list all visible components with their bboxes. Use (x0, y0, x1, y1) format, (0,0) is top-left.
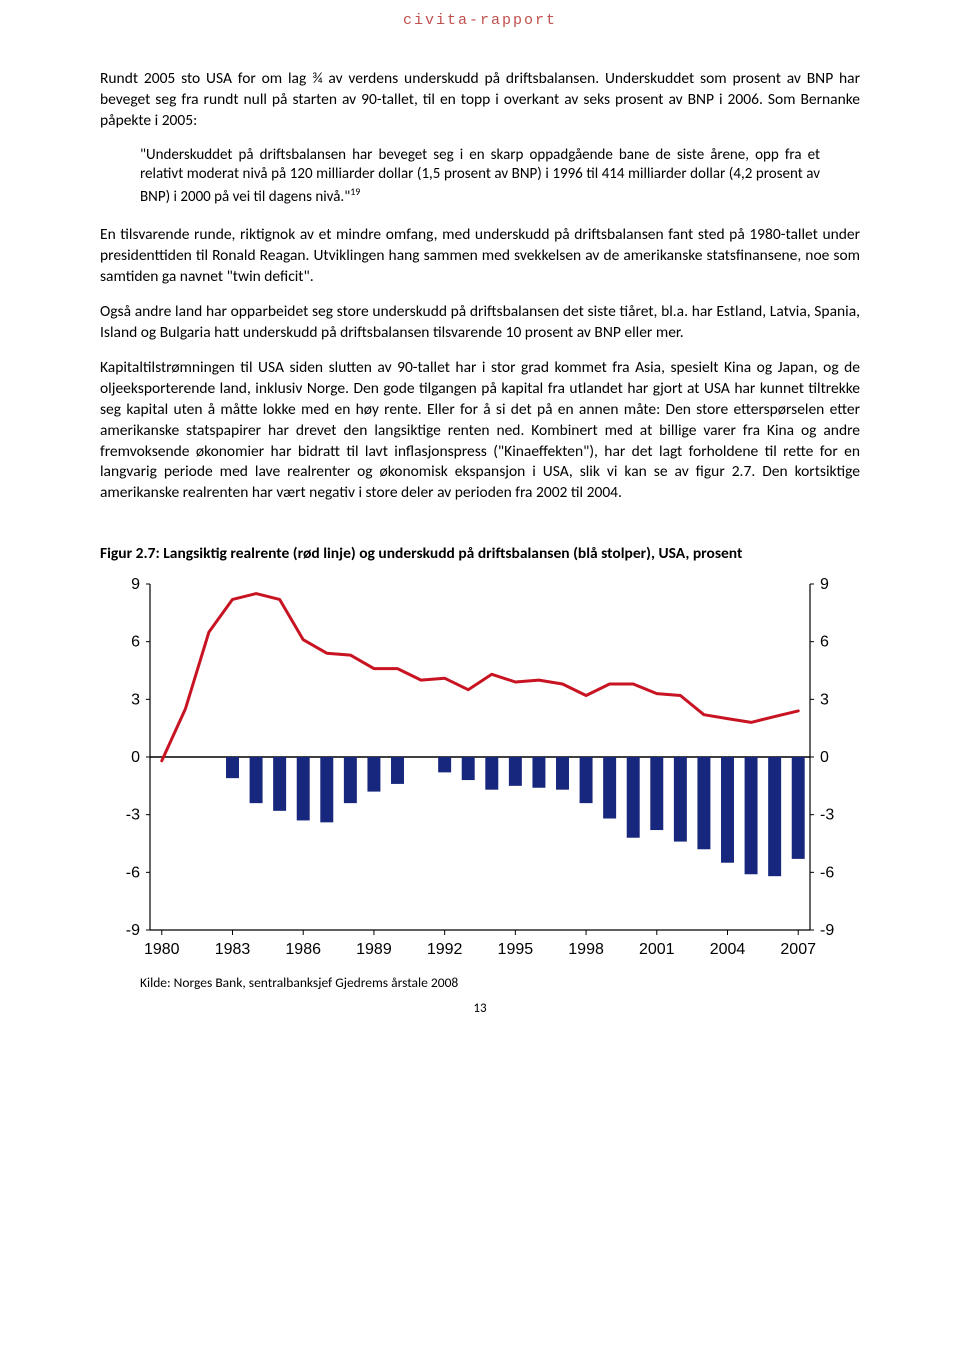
svg-text:1989: 1989 (356, 941, 392, 958)
svg-text:-9: -9 (126, 922, 140, 939)
page-number: 13 (100, 1001, 860, 1016)
svg-text:1992: 1992 (427, 941, 463, 958)
svg-text:-3: -3 (126, 807, 140, 824)
paragraph-4: Kapitaltilstrømningen til USA siden slut… (100, 358, 860, 504)
chart-svg: 99663300-3-3-6-6-9-919801983198619891992… (100, 574, 860, 964)
svg-text:9: 9 (820, 576, 829, 593)
figure-source: Kilde: Norges Bank, sentralbanksjef Gjed… (140, 974, 860, 991)
svg-text:9: 9 (131, 576, 140, 593)
svg-text:3: 3 (131, 692, 140, 709)
svg-text:-6: -6 (126, 865, 140, 882)
svg-text:-6: -6 (820, 865, 834, 882)
svg-text:6: 6 (131, 634, 140, 651)
page-header: civita-rapport (100, 0, 860, 69)
header-title: civita-rapport (403, 12, 557, 29)
body-text: Rundt 2005 sto USA for om lag ¾ av verde… (100, 69, 860, 504)
svg-text:6: 6 (820, 634, 829, 651)
svg-text:1983: 1983 (215, 941, 251, 958)
svg-text:1986: 1986 (285, 941, 321, 958)
chart-figure-2-7: 99663300-3-3-6-6-9-919801983198619891992… (100, 574, 860, 964)
svg-text:2001: 2001 (639, 941, 675, 958)
paragraph-1: Rundt 2005 sto USA for om lag ¾ av verde… (100, 69, 860, 132)
svg-text:1995: 1995 (498, 941, 534, 958)
svg-text:-9: -9 (820, 922, 834, 939)
svg-text:-3: -3 (820, 807, 834, 824)
quote-text: "Underskuddet på driftsbalansen har beve… (140, 146, 820, 206)
paragraph-3: Også andre land har opparbeidet seg stor… (100, 302, 860, 344)
paragraph-2: En tilsvarende runde, riktignok av et mi… (100, 225, 860, 288)
svg-text:1980: 1980 (144, 941, 180, 958)
svg-text:3: 3 (820, 692, 829, 709)
svg-text:0: 0 (820, 749, 829, 766)
footnote-ref-19: 19 (350, 185, 360, 198)
figure-caption: Figur 2.7: Langsiktig realrente (rød lin… (100, 544, 860, 564)
svg-text:1998: 1998 (568, 941, 604, 958)
svg-text:2004: 2004 (710, 941, 746, 958)
block-quote: "Underskuddet på driftsbalansen har beve… (140, 146, 820, 208)
svg-text:2007: 2007 (780, 941, 816, 958)
svg-text:0: 0 (131, 749, 140, 766)
